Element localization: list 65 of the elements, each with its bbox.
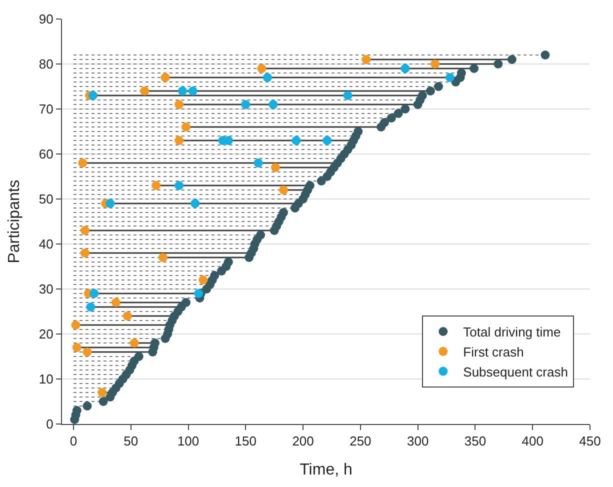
point	[80, 226, 90, 235]
x-tick-label: 150	[234, 434, 256, 449]
y-tick-label: 60	[38, 146, 54, 162]
y-tick-label: 70	[38, 102, 54, 117]
point	[80, 248, 90, 258]
point	[106, 199, 115, 208]
point	[268, 100, 278, 109]
x-tick-label: 250	[350, 434, 372, 449]
point	[98, 388, 107, 397]
point	[188, 86, 198, 96]
y-tick-label: 80	[38, 56, 54, 72]
point	[241, 100, 250, 109]
point	[181, 122, 190, 132]
point	[343, 91, 352, 100]
legend-label: Total driving time	[463, 324, 561, 340]
x-axis-title: Time, h	[300, 461, 352, 478]
point	[130, 338, 139, 348]
x-tick-label: 300	[406, 434, 429, 449]
point	[254, 158, 263, 168]
point	[174, 181, 184, 190]
x-tick-label: 400	[522, 434, 544, 449]
point	[178, 86, 188, 96]
point	[198, 276, 208, 284]
point	[430, 60, 440, 68]
point	[78, 158, 88, 168]
point	[140, 86, 150, 96]
point	[72, 343, 82, 352]
point	[86, 302, 96, 312]
point	[445, 73, 454, 82]
y-axis-title: Participants	[6, 180, 23, 264]
point	[271, 163, 280, 172]
x-tick-label: 450	[579, 434, 601, 449]
point	[152, 181, 161, 190]
y-tick-label: 10	[38, 372, 54, 387]
point	[174, 100, 184, 109]
x-tick-label: 350	[464, 434, 486, 449]
point	[190, 199, 200, 208]
x-tick-label: 0	[70, 434, 78, 449]
point	[82, 348, 92, 356]
point	[111, 298, 120, 307]
legend-label: First crash	[463, 344, 524, 360]
point	[158, 253, 168, 262]
point	[160, 73, 170, 82]
y-tick-label: 90	[38, 12, 54, 27]
y-tick-label: 50	[38, 192, 54, 207]
y-tick-label: 0	[46, 416, 54, 432]
x-tick-label: 100	[177, 434, 200, 449]
point	[90, 289, 99, 298]
point	[279, 186, 288, 194]
point	[257, 64, 266, 73]
point	[362, 55, 371, 64]
legend-label: Subsequent crash	[463, 364, 568, 380]
point	[322, 136, 332, 145]
x-tick-label: 50	[124, 434, 138, 449]
point	[71, 320, 80, 330]
x-tick-label: 200	[292, 434, 314, 449]
point	[262, 73, 272, 82]
y-tick-label: 20	[38, 326, 54, 342]
point	[400, 64, 410, 73]
point	[292, 136, 301, 145]
y-tick-label: 40	[38, 236, 54, 252]
point	[174, 136, 184, 145]
point	[122, 312, 132, 320]
y-tick-label: 30	[38, 282, 54, 297]
point	[88, 91, 98, 100]
